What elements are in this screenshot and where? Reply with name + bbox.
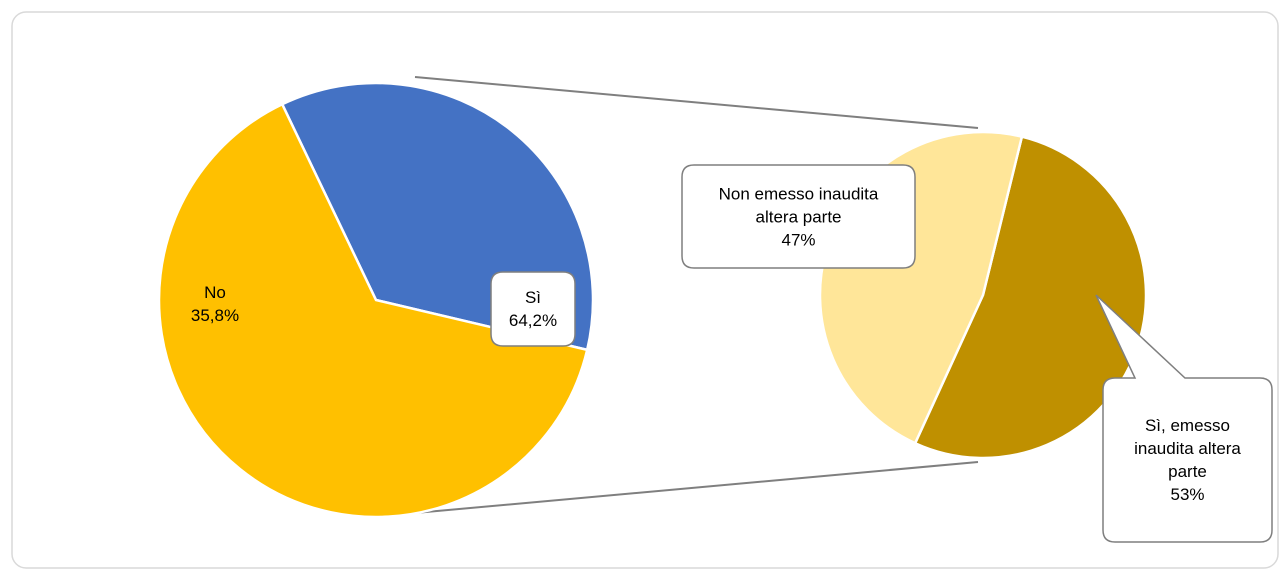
label-box	[1095, 294, 1273, 543]
value-label: 64,2%	[508, 311, 558, 330]
category-label: Sì, emesso inaudita altera parte	[1134, 416, 1241, 481]
value-label: 47%	[781, 230, 816, 249]
pie-slice	[157, 102, 589, 519]
label-box	[490, 271, 576, 347]
data-label: Non emesso inaudita altera parte 47%	[699, 182, 899, 251]
value-label: 53%	[1170, 485, 1205, 504]
category-label: Non emesso inaudita altera parte	[718, 184, 879, 226]
value-label: 35,8%	[190, 306, 240, 325]
data-label: No 35,8%	[175, 281, 255, 327]
data-label: Sì 64,2%	[495, 286, 571, 332]
category-label: No	[204, 283, 226, 302]
connector-line	[414, 461, 979, 514]
data-label: Sì, emesso inaudita altera parte 53%	[1120, 414, 1255, 506]
category-label: Sì	[524, 288, 542, 307]
connector-line	[414, 76, 979, 129]
label-box	[681, 164, 916, 269]
